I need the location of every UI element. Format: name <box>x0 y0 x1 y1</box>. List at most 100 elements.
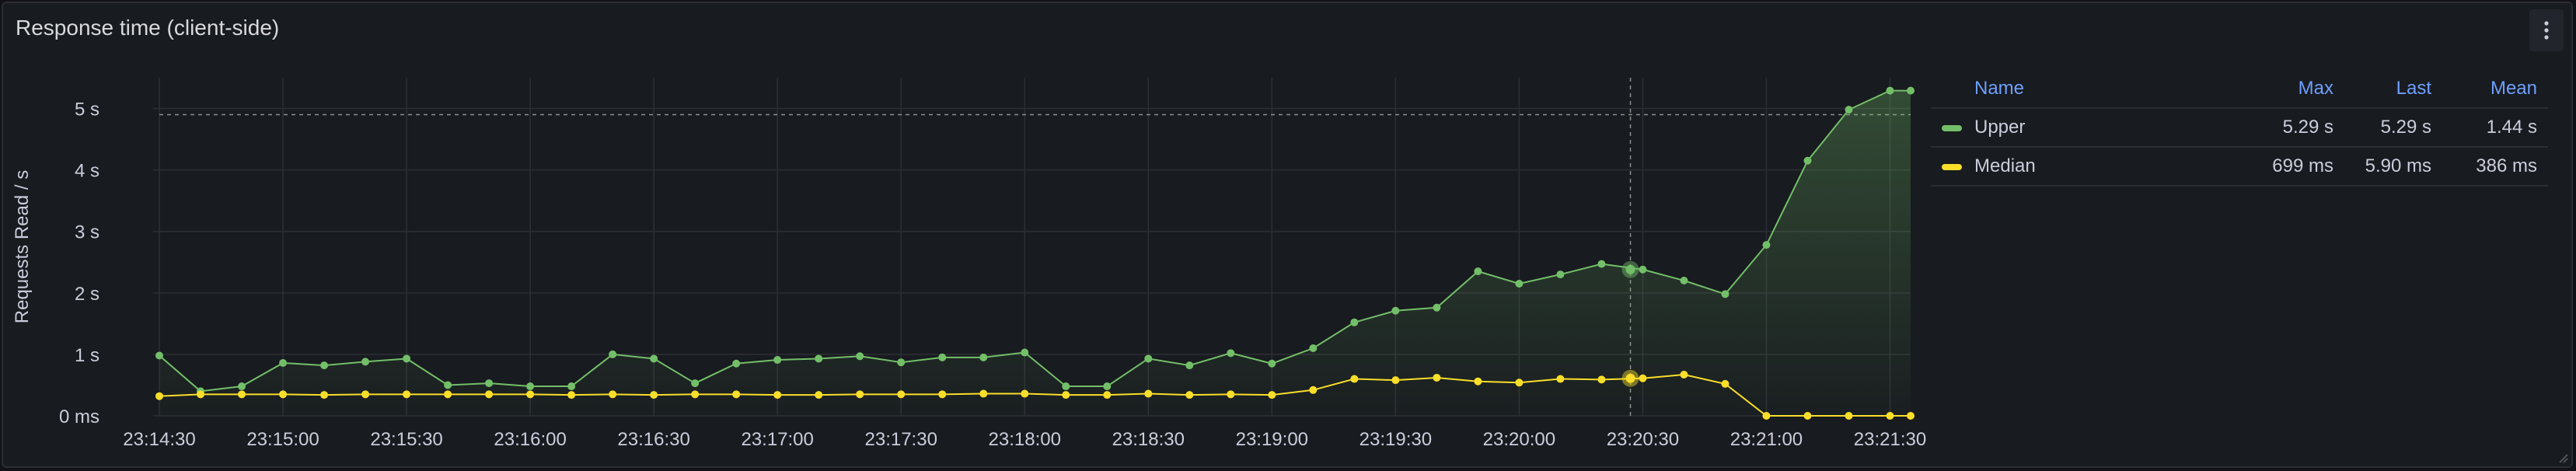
data-point-upper <box>1391 306 1400 315</box>
data-point-upper <box>155 351 163 360</box>
x-tick-label: 23:15:00 <box>246 429 319 450</box>
series-line-median <box>159 373 1911 417</box>
legend-header-last[interactable]: Last <box>2396 78 2431 99</box>
data-point-median <box>526 390 535 399</box>
data-point-upper <box>1021 348 1029 357</box>
x-tick-label: 23:21:00 <box>1730 429 1803 450</box>
panel-menu-button[interactable] <box>2529 9 2564 51</box>
legend-header: Name Max Last Mean <box>1931 70 2548 109</box>
data-point-upper <box>897 358 906 367</box>
data-point-median <box>567 391 576 399</box>
data-point-median <box>1268 391 1276 399</box>
legend-last: 5.90 ms <box>2365 155 2431 176</box>
y-tick-label: 2 s <box>75 284 99 305</box>
data-point-upper <box>1680 277 1688 284</box>
x-tick-label: 23:17:00 <box>741 429 813 450</box>
legend-header-name[interactable]: Name <box>1974 78 2025 99</box>
resize-handle-icon[interactable] <box>2557 452 2568 463</box>
data-point-median <box>1227 390 1235 399</box>
data-point-upper <box>1721 290 1730 298</box>
data-point-median <box>815 391 823 399</box>
data-point-median <box>444 390 452 399</box>
data-point-upper <box>1268 359 1276 368</box>
x-tick-label: 23:15:30 <box>370 429 442 450</box>
data-point-upper <box>1185 361 1194 370</box>
data-point-upper <box>238 382 246 391</box>
data-point-upper <box>691 379 700 388</box>
data-point-upper <box>1309 344 1318 352</box>
data-point-median <box>1556 375 1565 383</box>
legend-row-upper[interactable]: Upper 5.29 s 5.29 s 1.44 s <box>1931 109 2548 148</box>
data-point-upper <box>1845 106 1853 114</box>
hover-point-upper <box>1625 264 1635 274</box>
data-point-median <box>979 389 988 398</box>
series-line-upper <box>159 89 1911 392</box>
data-point-upper <box>403 354 411 363</box>
data-point-upper <box>732 359 741 368</box>
data-point-median <box>238 390 246 399</box>
legend-swatch-upper <box>1942 125 1962 131</box>
data-point-upper <box>1144 354 1153 363</box>
data-point-median <box>1886 412 1894 420</box>
x-tick-label: 23:14:30 <box>123 429 195 450</box>
legend-header-max[interactable]: Max <box>2298 78 2333 99</box>
data-point-median <box>609 390 617 399</box>
data-point-median <box>938 390 947 399</box>
data-point-upper <box>938 353 947 361</box>
y-tick-label: 3 s <box>75 222 99 243</box>
data-point-upper <box>979 353 988 361</box>
data-point-median <box>773 391 782 399</box>
data-point-median <box>732 390 741 399</box>
legend-name[interactable]: Median <box>1974 155 2036 176</box>
x-tick-label: 23:19:30 <box>1360 429 1432 450</box>
data-point-upper <box>1803 156 1812 165</box>
data-point-median <box>403 390 411 399</box>
data-point-median <box>1391 376 1400 385</box>
x-tick-label: 23:17:30 <box>865 429 937 450</box>
data-point-upper <box>1907 86 1915 95</box>
data-point-median <box>1350 375 1359 383</box>
legend-max: 5.29 s <box>2282 117 2333 138</box>
data-point-upper <box>609 350 617 358</box>
data-point-median <box>1062 391 1070 399</box>
data-point-upper <box>444 381 452 389</box>
data-point-upper <box>1350 318 1359 326</box>
data-point-upper <box>1474 267 1482 276</box>
data-point-upper <box>1062 382 1070 391</box>
data-point-median <box>1762 412 1771 420</box>
data-point-median <box>1021 389 1029 398</box>
legend-mean: 1.44 s <box>2486 117 2537 138</box>
data-point-upper <box>1762 241 1771 249</box>
legend-row-median[interactable]: Median 699 ms 5.90 ms 386 ms <box>1931 148 2548 187</box>
data-point-median <box>155 392 163 400</box>
data-point-median <box>1309 386 1318 394</box>
legend-header-mean[interactable]: Mean <box>2490 78 2537 99</box>
legend-table: Name Max Last Mean Upper 5.29 s 5.29 s 1… <box>1931 70 2548 187</box>
data-point-upper <box>567 382 576 391</box>
data-point-median <box>1907 412 1915 420</box>
data-point-upper <box>279 358 288 367</box>
y-tick-label: 1 s <box>75 345 99 366</box>
x-tick-label: 23:20:00 <box>1483 429 1555 450</box>
legend-last: 5.29 s <box>2380 117 2431 138</box>
data-point-median <box>650 391 658 399</box>
data-point-median <box>897 390 906 399</box>
x-tick-label: 23:18:30 <box>1112 429 1185 450</box>
data-point-median <box>1680 371 1688 379</box>
x-tick-label: 23:21:30 <box>1854 429 1926 450</box>
y-tick-label: 0 ms <box>59 406 99 427</box>
data-point-median <box>856 390 864 399</box>
legend-mean: 386 ms <box>2476 155 2537 176</box>
data-point-upper <box>1886 86 1894 95</box>
chart: 0 ms 1 s 2 s 3 s 4 s 5 s 23:14:30 23:15:00 23:15… <box>12 78 1926 450</box>
data-point-median <box>279 390 288 399</box>
data-point-upper <box>650 354 658 363</box>
y-axis-label: Requests Read / s <box>12 170 33 323</box>
legend-max: 699 ms <box>2272 155 2333 176</box>
legend-name[interactable]: Upper <box>1974 117 2026 138</box>
x-tick-label: 23:20:30 <box>1607 429 1679 450</box>
data-point-median <box>691 390 700 399</box>
data-point-median <box>320 391 329 399</box>
hover-point-median <box>1625 373 1635 383</box>
data-point-median <box>1845 412 1853 420</box>
